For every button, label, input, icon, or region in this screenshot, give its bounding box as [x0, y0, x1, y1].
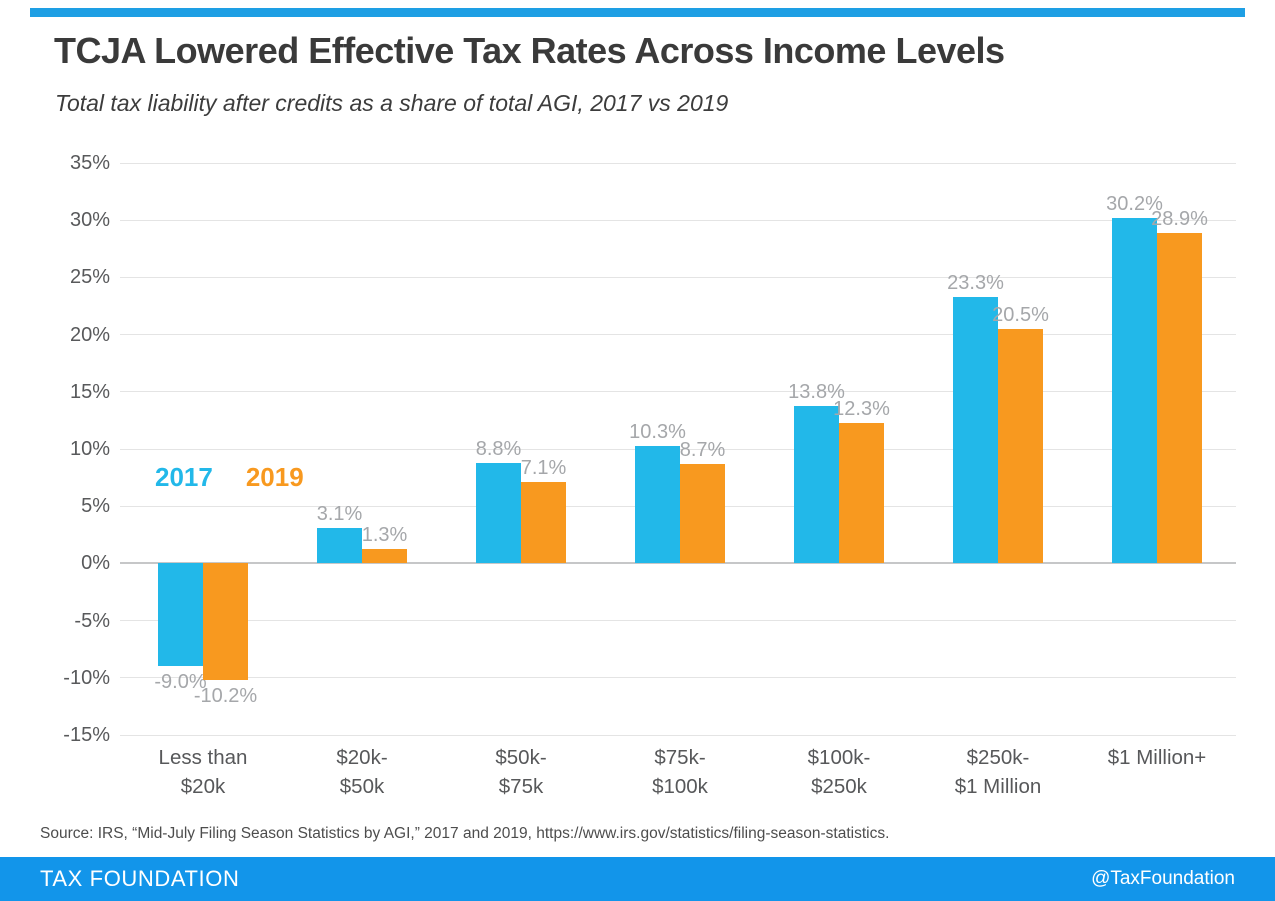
twitter-handle: @TaxFoundation	[1091, 868, 1235, 889]
top-accent-bar	[30, 8, 1245, 17]
bar-2017	[635, 445, 680, 564]
bar-2017	[476, 462, 521, 564]
y-tick-label: 30%	[69, 209, 110, 232]
footer-bar: TAX FOUNDATION @TaxFoundation	[0, 857, 1275, 901]
x-category-label: Less than $20k	[158, 746, 248, 798]
bar-2019	[362, 548, 407, 564]
bar-value-label: 1.3%	[361, 523, 408, 546]
bar-value-label: 13.8%	[788, 380, 845, 403]
x-category-label: $250k- $1 Million	[954, 746, 1042, 798]
bar-2019	[521, 482, 566, 564]
zero-gridline	[120, 562, 1236, 565]
source-note: Source: IRS, “Mid-July Filing Season Sta…	[40, 825, 890, 842]
bar-value-label: -9.0%	[154, 671, 207, 694]
y-tick-label: -15%	[63, 724, 110, 746]
legend-item-2017: 2017	[155, 462, 213, 492]
y-tick-label: 25%	[69, 266, 110, 289]
bar-chart: 2017 2019 35% 30% 25% 20% 15% 10% 5% 0% -5% -10% -…	[63, 152, 1236, 798]
x-category-label: $20k- $50k	[336, 746, 388, 798]
brand-name: TAX FOUNDATION	[40, 866, 240, 891]
bar-value-label: -10.2%	[193, 685, 258, 708]
gridline	[120, 620, 1236, 622]
y-tick-label: 0%	[81, 552, 110, 575]
gridline	[120, 734, 1236, 736]
y-tick-label: 5%	[81, 495, 110, 518]
x-category-label: $1 Million+	[1107, 746, 1207, 769]
bar-value-label: 8.8%	[475, 437, 522, 460]
chart-subtitle: Total tax liability after credits as a s…	[55, 90, 729, 116]
bar-value-label: 12.3%	[833, 397, 890, 420]
bar-2019	[998, 328, 1043, 564]
bar-value-label: 20.5%	[992, 303, 1049, 326]
y-tick-label: 20%	[69, 323, 110, 346]
bar-value-label: 3.1%	[316, 502, 363, 525]
bar-2017	[953, 296, 998, 564]
gridline	[120, 391, 1236, 393]
bar-2019	[839, 422, 884, 564]
bar-value-label: 8.7%	[679, 438, 726, 461]
gridline	[120, 162, 1236, 164]
y-tick-label: 35%	[69, 152, 110, 174]
bar-2017	[317, 527, 362, 564]
bar-2017	[1112, 217, 1157, 564]
bar-value-label: 30.2%	[1106, 192, 1163, 215]
chart-title: TCJA Lowered Effective Tax Rates Across …	[54, 30, 1005, 71]
y-tick-label: -5%	[74, 609, 110, 632]
y-tick-label: -10%	[63, 666, 110, 689]
bar-2019	[203, 563, 248, 681]
bar-value-label: 28.9%	[1151, 207, 1208, 230]
gridline	[120, 219, 1236, 221]
x-category-label: $50k- $75k	[495, 746, 547, 798]
bar-2019	[680, 463, 725, 564]
bar-value-label: 10.3%	[629, 420, 686, 443]
bar-2017	[158, 563, 203, 667]
gridline	[120, 334, 1236, 336]
bar-2017	[794, 405, 839, 564]
x-category-label: $75k- $100k	[652, 746, 708, 798]
legend-item-2019: 2019	[245, 462, 304, 492]
x-category-label: $100k- $250k	[807, 746, 871, 798]
bar-value-label: 23.3%	[947, 271, 1004, 294]
bar-value-label: 7.1%	[520, 457, 567, 480]
gridline	[120, 677, 1236, 679]
bar-2019	[1157, 232, 1202, 564]
y-tick-label: 10%	[69, 438, 110, 460]
y-tick-label: 15%	[69, 380, 110, 403]
gridline	[120, 276, 1236, 278]
chart-legend: 2017 2019	[155, 462, 304, 493]
